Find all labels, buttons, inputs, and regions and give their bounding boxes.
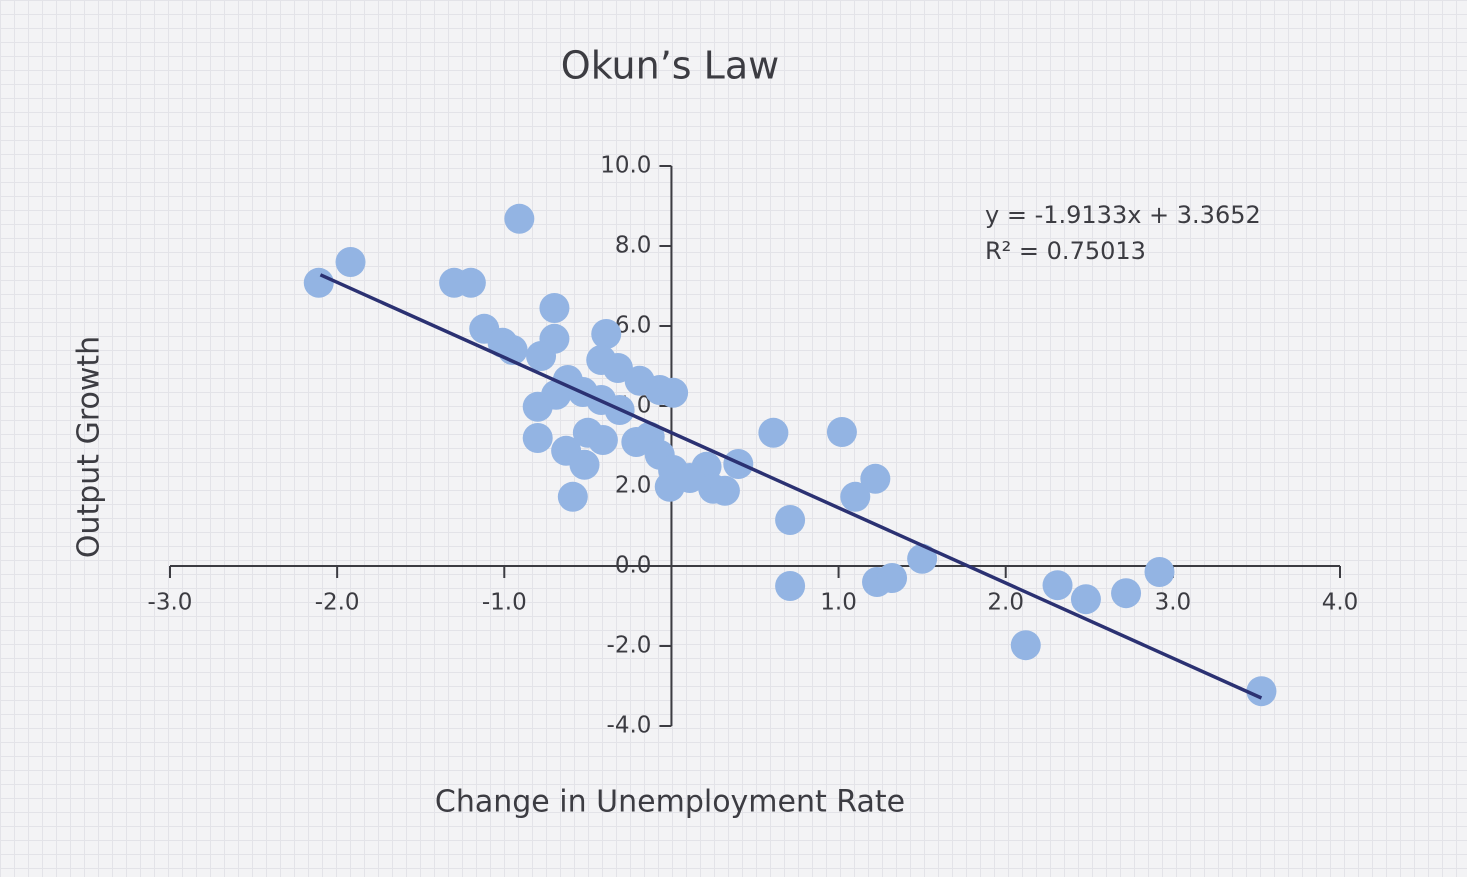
point	[602, 353, 633, 383]
y-tick-label: 8.0	[615, 233, 652, 259]
y-tick-label: 2.0	[615, 473, 652, 499]
point	[526, 341, 557, 371]
point	[709, 475, 740, 506]
trend-line	[319, 273, 1263, 700]
point	[860, 463, 891, 494]
equation: y = -1.9133x + 3.3652	[985, 201, 1261, 229]
x-tick-label: 4.0	[1322, 590, 1359, 616]
point	[569, 449, 600, 480]
x-tick-label: 2.0	[987, 590, 1024, 616]
point	[591, 319, 622, 349]
point	[1144, 557, 1175, 587]
point	[455, 267, 486, 298]
point	[775, 505, 806, 535]
x-tick-label: -2.0	[315, 590, 360, 616]
point	[775, 571, 806, 601]
x-tick-label: -1.0	[482, 590, 527, 616]
x-axis-title: Change in Unemployment Rate	[435, 785, 905, 820]
point	[1246, 676, 1277, 707]
point	[303, 267, 334, 298]
y-tick-label: 10.0	[600, 153, 651, 179]
point	[907, 543, 938, 574]
point	[658, 377, 689, 408]
y-axis-title: Output Growth	[72, 336, 107, 558]
point	[674, 463, 705, 493]
point	[504, 203, 535, 234]
point	[1111, 578, 1142, 609]
point	[522, 423, 553, 453]
point	[1070, 584, 1101, 615]
point	[557, 481, 588, 512]
point	[522, 391, 553, 422]
point	[758, 417, 789, 448]
y-tick-label: -2.0	[607, 633, 652, 659]
point	[539, 293, 570, 323]
x-tick-label: -3.0	[148, 590, 193, 616]
point	[840, 481, 871, 512]
y-tick-label: 0.0	[615, 553, 652, 579]
r-squared: R² = 0.75013	[985, 237, 1146, 265]
point	[877, 563, 908, 593]
point	[1042, 570, 1073, 601]
point	[826, 417, 857, 447]
point	[1010, 630, 1041, 661]
y-tick-label: -4.0	[607, 713, 652, 739]
point	[587, 425, 618, 455]
x-tick-label: 1.0	[820, 590, 857, 616]
point	[335, 247, 366, 277]
x-tick-label: 3.0	[1155, 590, 1192, 616]
chart-title: Okun’s Law	[561, 44, 779, 88]
